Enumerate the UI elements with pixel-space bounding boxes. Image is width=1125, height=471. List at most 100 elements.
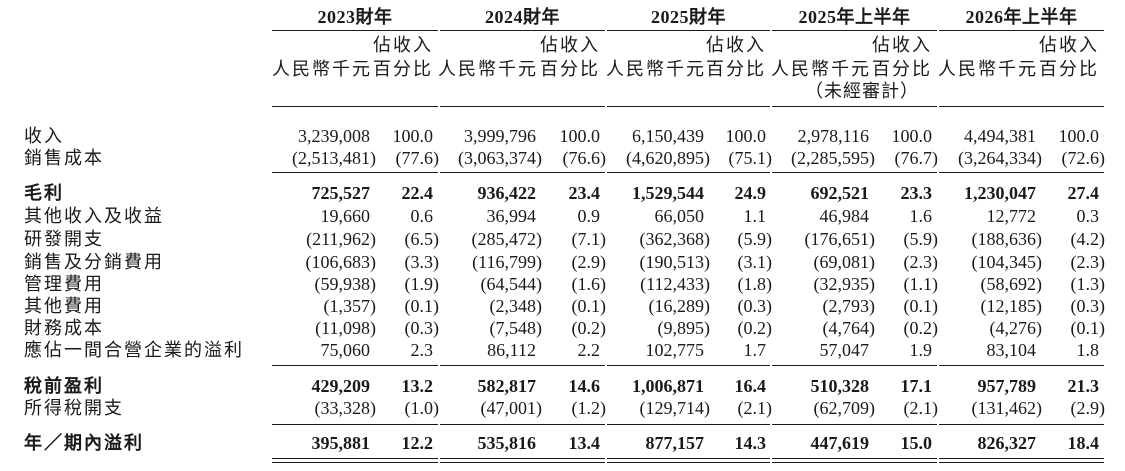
amount-cell: (16,289) xyxy=(648,296,711,316)
amount-cell: (11,098) xyxy=(315,318,376,338)
header-underline xyxy=(272,106,438,107)
column-subheader-row: 佔收入 百分比 人民幣千元 佔收入 百分比 人民幣千元 佔收入 百分比 人民幣千元 佔收入 … xyxy=(0,33,1125,108)
amount-cell: 75,060 xyxy=(320,340,371,360)
amount-cell: (62,709) xyxy=(813,398,876,418)
amount-cell: 19,660 xyxy=(320,206,371,226)
amount-cell: (64,544) xyxy=(480,274,543,294)
pct-cell: 2.2 xyxy=(577,340,601,360)
total-double-rule xyxy=(440,458,605,463)
amount-cell: 510,328 xyxy=(810,376,870,396)
row-label: 其他費用 xyxy=(24,296,104,316)
pct-cell: (0.1) xyxy=(404,296,440,316)
table-row: 應佔一間合營企業的溢利 75,060 2.3 86,112 2.2 102,775 1.7 5… xyxy=(0,339,1125,361)
amount-cell: (58,692) xyxy=(980,274,1043,294)
row-label: 銷售成本 xyxy=(24,148,104,168)
pct-cell: 100.0 xyxy=(559,126,601,146)
amount-cell: 447,619 xyxy=(810,433,870,453)
amount-cell: (188,636) xyxy=(971,229,1043,249)
amount-cell: 1,529,544 xyxy=(632,183,704,203)
period-header-row: 2023財年 2024財年 2025財年 2025年上半年 2026年上半年 xyxy=(0,5,1125,31)
table-row: 銷售及分銷費用 (106,683) (3.3) (116,799) (2.9) (190,… xyxy=(0,251,1125,273)
table-row: 收入 3,239,008 100.0 3,999,796 100.0 6,150,439 1… xyxy=(0,125,1125,147)
amount-cell: (2,348) xyxy=(489,296,543,316)
pct-cell: (0.3) xyxy=(404,318,440,338)
amount-cell: 1,006,871 xyxy=(632,376,704,396)
amount-cell: (211,962) xyxy=(306,229,376,249)
table-row: 所得稅開支 (33,328) (1.0) (47,001) (1.2) (129,714)… xyxy=(0,397,1125,419)
amount-cell: (106,683) xyxy=(305,252,377,272)
pct-cell: 0.3 xyxy=(1076,206,1100,226)
amount-cell: 83,104 xyxy=(986,340,1037,360)
amount-cell: (4,764) xyxy=(822,318,876,338)
subtotal-rule xyxy=(607,424,770,425)
amount-cell: (12,185) xyxy=(980,296,1043,316)
amount-cell: (47,001) xyxy=(480,398,543,418)
pct-cell: (3.3) xyxy=(404,252,440,272)
pct-cell: (1.2) xyxy=(571,398,607,418)
amount-cell: (129,714) xyxy=(639,398,711,418)
amount-cell: 3,999,796 xyxy=(464,126,536,146)
amount-cell: 1,230,047 xyxy=(964,183,1036,203)
amount-cell: (285,472) xyxy=(471,229,543,249)
period-header: 2025年上半年 xyxy=(772,5,937,31)
amount-cell: 936,422 xyxy=(477,183,537,203)
subtotal-rule xyxy=(607,365,770,366)
subtotal-rule xyxy=(440,172,605,173)
row-label: 銷售及分銷費用 xyxy=(24,252,164,272)
pct-cell: 1.6 xyxy=(909,206,933,226)
row-label: 研發開支 xyxy=(24,229,104,249)
pct-cell: (2.3) xyxy=(1070,252,1106,272)
amount-cell: 102,775 xyxy=(645,340,705,360)
amount-cell: 4,494,381 xyxy=(964,126,1036,146)
pct-cell: 15.0 xyxy=(900,433,933,453)
amount-cell: (104,345) xyxy=(971,252,1043,272)
pct-cell: (1.0) xyxy=(404,398,440,418)
table-row: 管理費用 (59,938) (1.9) (64,544) (1.6) (112,433) (… xyxy=(0,273,1125,295)
amount-cell: 86,112 xyxy=(487,340,536,360)
pct-cell: 100.0 xyxy=(392,126,434,146)
total-double-rule xyxy=(772,458,937,463)
pct-cell: (5.9) xyxy=(737,229,773,249)
header-underline xyxy=(607,106,770,107)
pct-cell: (0.2) xyxy=(903,318,939,338)
pct-cell: 17.1 xyxy=(900,376,933,396)
pct-cell: (0.2) xyxy=(571,318,607,338)
amount-cell: (33,328) xyxy=(314,398,377,418)
subtotal-rule xyxy=(607,172,770,173)
pct-cell: 100.0 xyxy=(725,126,767,146)
period-header: 2023財年 xyxy=(272,5,438,31)
amount-cell: (3,264,334) xyxy=(958,148,1042,168)
pct-cell: (0.1) xyxy=(903,296,939,316)
amount-cell: 395,881 xyxy=(311,433,371,453)
pct-cell: (1.1) xyxy=(903,274,939,294)
subtotal-rule xyxy=(272,424,438,425)
amount-cell: (7,548) xyxy=(489,318,543,338)
total-double-rule xyxy=(607,458,770,463)
period-header: 2025財年 xyxy=(607,5,770,31)
amount-cell: 582,817 xyxy=(477,376,537,396)
row-label: 毛利 xyxy=(24,183,64,203)
amount-rmb-thousand-header: 人民幣千元 xyxy=(606,59,706,79)
amount-cell: 2,978,116 xyxy=(797,126,869,146)
pct-cell: (1.8) xyxy=(737,274,773,294)
amount-cell: 6,150,439 xyxy=(632,126,704,146)
pct-cell: (2.3) xyxy=(903,252,939,272)
table-row: 稅前盈利 429,209 13.2 582,817 14.6 1,006,871 16.4 5… xyxy=(0,375,1125,397)
amount-cell: (9,895) xyxy=(657,318,711,338)
amount-cell: (1,357) xyxy=(323,296,377,316)
amount-cell: (362,368) xyxy=(639,229,711,249)
subtotal-rule xyxy=(772,424,937,425)
subtotal-rule xyxy=(939,424,1104,425)
pct-cell: (6.5) xyxy=(404,229,440,249)
pct-cell: (2.9) xyxy=(1070,398,1106,418)
pct-cell: (4.2) xyxy=(1070,229,1106,249)
pct-cell: (1.6) xyxy=(571,274,607,294)
amount-cell: 957,789 xyxy=(977,376,1037,396)
amount-cell: (3,063,374) xyxy=(458,148,542,168)
subtotal-rule xyxy=(939,365,1104,366)
pct-cell: 1.1 xyxy=(743,206,767,226)
pct-cell: 22.4 xyxy=(401,183,434,203)
pct-cell: (75.1) xyxy=(728,148,773,168)
pct-cell: 14.3 xyxy=(734,433,767,453)
row-label: 其他收入及收益 xyxy=(24,206,164,226)
